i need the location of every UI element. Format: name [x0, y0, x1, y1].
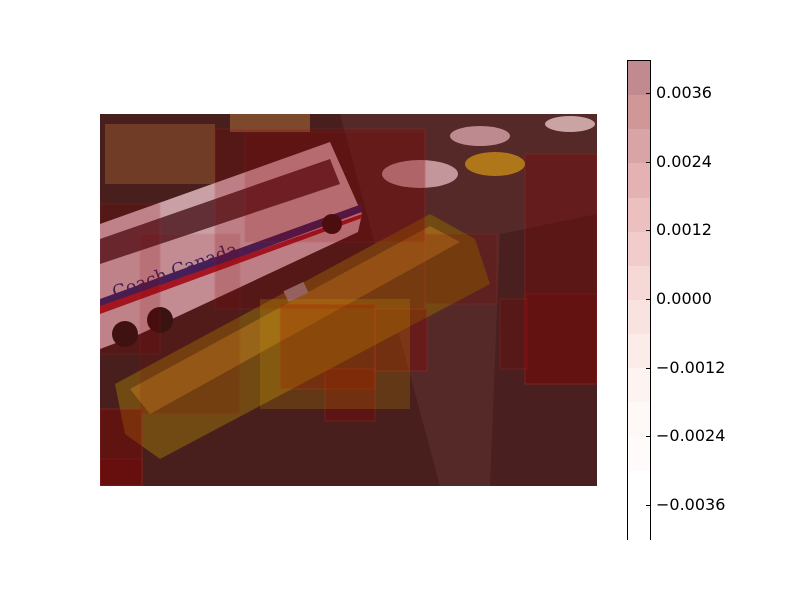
colorbar-band [628, 402, 650, 439]
overlay-box-8 [100, 408, 143, 486]
heatmap-overlay [100, 114, 597, 486]
colorbar-band [628, 265, 650, 302]
colorbar-band [628, 129, 650, 165]
colorbar-tick-label: −0.0012 [656, 358, 726, 377]
colorbar-tick [646, 299, 651, 300]
colorbar-tick-label: 0.0036 [656, 83, 712, 102]
colorbar-band [628, 334, 650, 370]
overlay-box-10 [424, 233, 498, 305]
overlay-highlight [260, 299, 410, 409]
overlay-box-9 [100, 458, 143, 486]
colorbar-band [628, 300, 650, 336]
distant-car-2 [545, 116, 595, 132]
storefront-window [105, 124, 215, 184]
colorbar-band [628, 231, 650, 268]
colorbar-tick [646, 505, 651, 506]
overlay-box-3 [279, 303, 376, 390]
colorbar-tick [646, 230, 651, 231]
coach-bus-windows [100, 159, 340, 264]
bus-wheel-2 [112, 321, 138, 347]
sidewalk [490, 214, 597, 486]
colorbar-band [628, 197, 650, 234]
overlay-box-11 [100, 203, 161, 355]
colorbar-tick [646, 436, 651, 437]
colorbar-band [628, 61, 650, 97]
yellow-taxi [465, 152, 525, 176]
photo-heatmap-panel: Coach Canada [100, 114, 597, 486]
white-car [382, 160, 458, 188]
bus-wheel-3 [322, 214, 342, 234]
distant-car [450, 126, 510, 146]
colorbar-band [628, 470, 650, 507]
overlay-base [100, 114, 597, 486]
storefront-window-2 [230, 114, 310, 132]
colorbar-band [628, 504, 650, 541]
colorbar [627, 60, 651, 541]
colorbar-tick-label: 0.0024 [656, 152, 712, 171]
overlay-box [214, 128, 426, 310]
colorbar-tick-label: 0.0012 [656, 220, 712, 239]
colorbar-tick-label: 0.0000 [656, 289, 712, 308]
overlay-box-7 [524, 293, 597, 385]
street-scene-photo: Coach Canada [100, 114, 597, 486]
school-bus-roof [130, 226, 460, 414]
colorbar-band [628, 368, 650, 404]
colorbar-band [628, 163, 650, 200]
colorbar-band [628, 95, 650, 131]
overlay-box-2 [244, 131, 426, 243]
colorbar-tick [646, 368, 651, 369]
overlay-box-13 [499, 298, 528, 370]
colorbar-band [628, 436, 650, 473]
overlay-box-5 [324, 368, 376, 422]
colorbar-tick [646, 93, 651, 94]
colorbar-tick-label: −0.0024 [656, 426, 726, 445]
coach-bus-stripe-red [100, 214, 362, 314]
colorbar-tick-label: −0.0036 [656, 495, 726, 514]
roof-vent [283, 281, 309, 303]
bus-wheel [147, 307, 173, 333]
colorbar-tick [646, 162, 651, 163]
overlay-box-12 [139, 233, 241, 415]
overlay-box-6 [524, 153, 597, 385]
coach-bus-stripe [100, 204, 362, 309]
overlay-box-4 [374, 308, 428, 372]
